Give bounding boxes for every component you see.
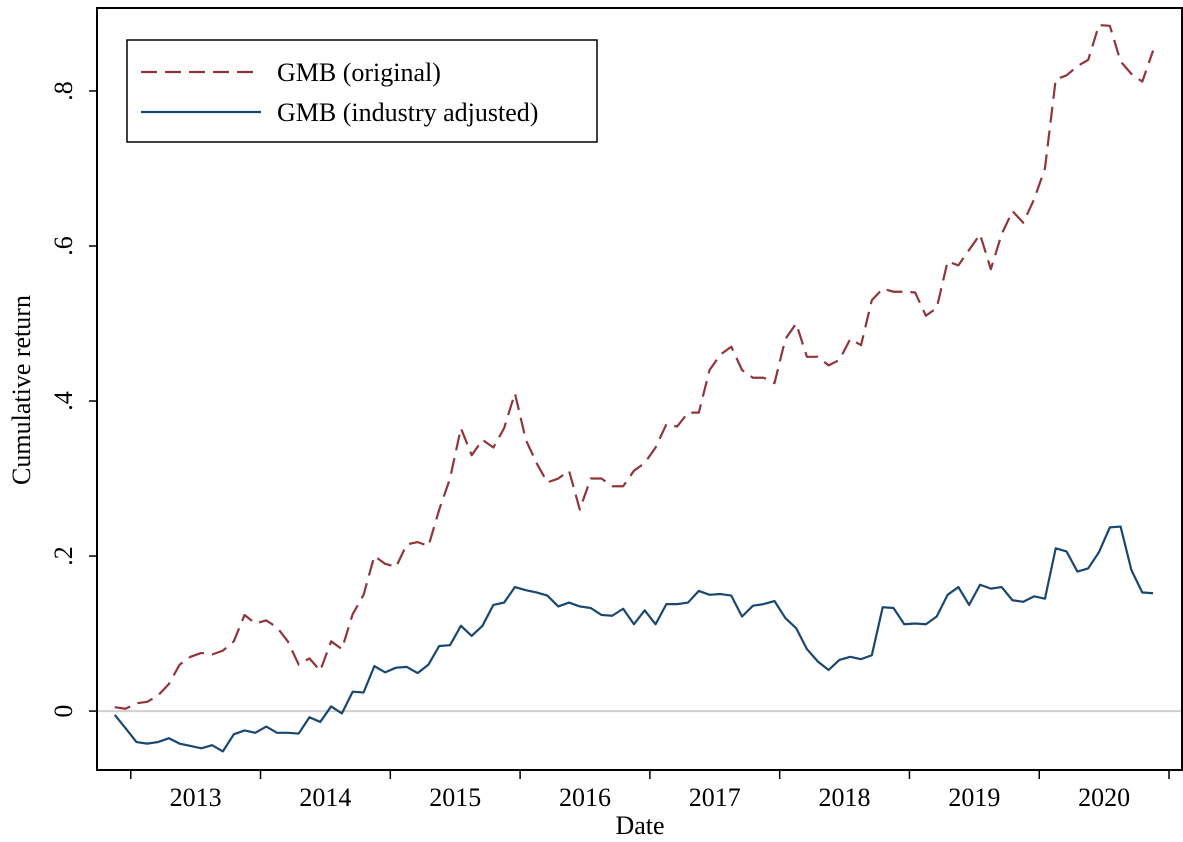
- x-tick-label: 2016: [559, 783, 611, 812]
- y-axis-label: Cumulative return: [7, 295, 36, 485]
- x-tick-label: 2015: [429, 783, 481, 812]
- legend-label: GMB (industry adjusted): [277, 98, 538, 127]
- x-tick-label: 2020: [1078, 783, 1130, 812]
- x-tick-label: 2018: [819, 783, 871, 812]
- x-tick-label: 2013: [170, 783, 222, 812]
- y-tick-label: .8: [49, 81, 78, 101]
- legend-label: GMB (original): [277, 58, 441, 87]
- y-tick-label: .2: [49, 546, 78, 566]
- legend-box: [126, 39, 598, 143]
- y-tick-label: .6: [49, 236, 78, 256]
- series-line: [113, 525, 1154, 753]
- x-tick-label: 2019: [948, 783, 1000, 812]
- y-tick-label: 0: [49, 705, 78, 718]
- x-tick-label: 2014: [299, 783, 351, 812]
- y-tick-label: .4: [49, 391, 78, 411]
- x-tick-label: 2017: [689, 783, 741, 812]
- plot-frame: [96, 7, 1183, 771]
- x-axis-label: Date: [615, 811, 664, 840]
- series-line: [114, 23, 1155, 710]
